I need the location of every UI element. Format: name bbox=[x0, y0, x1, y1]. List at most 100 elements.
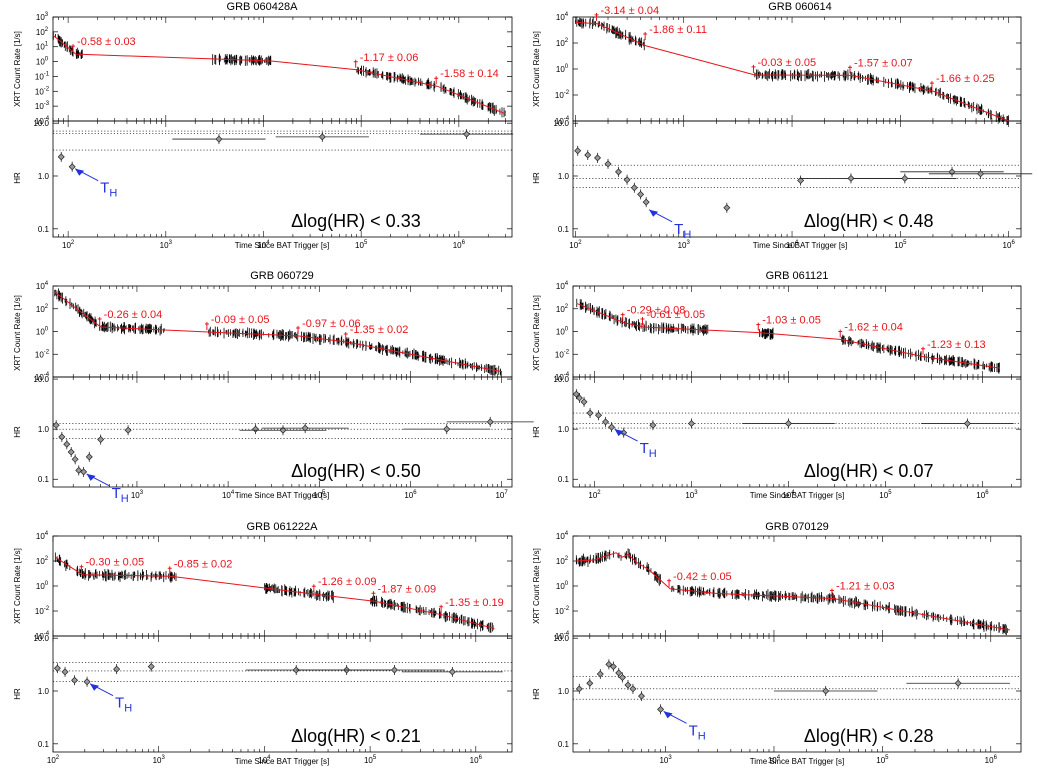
y-axis-label-hr: HR bbox=[532, 426, 541, 438]
hr-point bbox=[586, 409, 594, 417]
y-tick-label: 102 bbox=[556, 556, 569, 566]
hr-point bbox=[586, 679, 594, 687]
y-axis-label-hr: HR bbox=[13, 172, 22, 184]
delta-log-hr-label: Δlog(HR) < 0.07 bbox=[804, 461, 934, 481]
x-axis-label: Time Since BAT Trigger [s] bbox=[235, 241, 330, 250]
y-tick-label: 100 bbox=[556, 581, 569, 591]
x-tick-label: 105 bbox=[894, 240, 907, 250]
hr-point bbox=[657, 705, 665, 713]
hr-point bbox=[615, 168, 623, 176]
th-arrowhead bbox=[86, 473, 96, 481]
model-fit-line bbox=[576, 302, 1000, 369]
panel-title: GRB 070129 bbox=[765, 521, 829, 533]
x-tick-label: 104 bbox=[258, 755, 271, 765]
hr-point bbox=[71, 676, 79, 684]
y-tick-label: 101 bbox=[36, 42, 49, 52]
slope-annotation: -1.66 ± 0.25 bbox=[936, 73, 995, 85]
hr-point bbox=[572, 390, 580, 398]
hr-point bbox=[68, 163, 76, 171]
y-tick-label: 10-4 bbox=[35, 116, 50, 126]
slope-annotation: -1.62 ± 0.04 bbox=[844, 321, 903, 333]
y-tick-label: 10-4 bbox=[35, 631, 50, 641]
model-fit-line bbox=[54, 291, 502, 373]
break-marker bbox=[751, 64, 756, 73]
break-marker bbox=[71, 44, 76, 53]
grb-panel-4: GRB 061121 XRT Count Rate [1/s] HR Time Sin… bbox=[532, 270, 1022, 500]
hr-point bbox=[623, 176, 631, 184]
grb-panel-1: GRB 060428A XRT Count Rate [1/s] HR Time Si… bbox=[13, 1, 514, 250]
hr-point bbox=[80, 468, 88, 476]
hr-y-tick-label: 10.0 bbox=[33, 375, 49, 384]
hr-point bbox=[797, 177, 805, 185]
x-axis-label: Time Since BAT Trigger [s] bbox=[753, 241, 848, 250]
break-marker bbox=[97, 316, 102, 325]
model-fit-line bbox=[52, 34, 506, 115]
break-marker bbox=[829, 588, 834, 597]
slope-annotation: -1.57 ± 0.07 bbox=[854, 57, 913, 69]
slope-annotation: -0.03 ± 0.05 bbox=[757, 57, 816, 69]
hr-y-tick-label: 0.1 bbox=[38, 225, 50, 234]
x-tick-label: 104 bbox=[786, 240, 799, 250]
hr-y-tick-label: 10.0 bbox=[33, 119, 49, 128]
hr-point bbox=[784, 419, 792, 427]
break-marker bbox=[594, 12, 599, 21]
grb-panel-5: GRB 061222A XRT Count Rate [1/s] HR Time Si… bbox=[13, 521, 513, 766]
delta-log-hr-label: Δlog(HR) < 0.48 bbox=[804, 211, 934, 231]
break-marker bbox=[434, 76, 439, 85]
hr-y-tick-label: 1.0 bbox=[38, 687, 50, 696]
hr-y-tick-label: 0.1 bbox=[38, 740, 50, 749]
delta-log-hr-label: Δlog(HR) < 0.33 bbox=[291, 211, 421, 231]
y-tick-label: 102 bbox=[556, 304, 569, 314]
x-axis-label: Time Since BAT Trigger [s] bbox=[750, 757, 845, 766]
slope-annotation: -0.26 ± 0.04 bbox=[104, 309, 163, 321]
x-tick-label: 106 bbox=[470, 755, 483, 765]
y-axis-label-count-rate: XRT Count Rate [1/s] bbox=[13, 31, 22, 107]
y-tick-label: 102 bbox=[556, 38, 569, 48]
x-tick-label: 102 bbox=[62, 240, 75, 250]
break-marker bbox=[929, 81, 934, 90]
y-tick-label: 104 bbox=[36, 281, 49, 291]
hr-point bbox=[124, 426, 132, 434]
x-axis-label: Time Since BAT Trigger [s] bbox=[750, 491, 845, 500]
y-tick-label: 10-4 bbox=[555, 116, 570, 126]
y-tick-label: 10-4 bbox=[555, 631, 570, 641]
y-tick-label: 10-2 bbox=[555, 90, 570, 100]
x-tick-label: 103 bbox=[678, 240, 691, 250]
x-tick-label: 102 bbox=[588, 490, 601, 500]
break-marker bbox=[640, 316, 645, 325]
hr-point bbox=[638, 692, 646, 700]
hr-point bbox=[279, 426, 287, 434]
y-tick-label: 100 bbox=[36, 327, 49, 337]
y-tick-label: 10-2 bbox=[35, 349, 50, 359]
hr-point bbox=[596, 670, 604, 678]
delta-log-hr-label: Δlog(HR) < 0.50 bbox=[291, 461, 421, 481]
x-tick-label: 105 bbox=[364, 755, 377, 765]
slope-annotation: -1.17 ± 0.06 bbox=[360, 52, 419, 64]
hr-y-tick-label: 1.0 bbox=[558, 687, 570, 696]
x-tick-label: 103 bbox=[659, 755, 672, 765]
hr-point bbox=[575, 394, 583, 402]
hr-point bbox=[575, 685, 583, 693]
slope-annotation: -1.21 ± 0.03 bbox=[836, 581, 895, 593]
y-tick-label: 10-2 bbox=[35, 606, 50, 616]
th-label: TH bbox=[640, 440, 657, 460]
grb-panel-3: GRB 060729 XRT Count Rate [1/s] HR Time Sin… bbox=[13, 270, 534, 505]
hr-point bbox=[580, 398, 588, 406]
hr-point bbox=[67, 448, 75, 456]
hr-y-tick-label: 0.1 bbox=[558, 740, 570, 749]
y-tick-label: 10-4 bbox=[35, 372, 50, 382]
hr-point bbox=[292, 666, 300, 674]
x-tick-label: 106 bbox=[976, 490, 989, 500]
panel-title: GRB 061222A bbox=[247, 521, 319, 533]
hr-y-tick-label: 0.1 bbox=[558, 475, 570, 484]
th-arrowhead bbox=[663, 711, 673, 719]
hr-point bbox=[97, 436, 105, 444]
hr-point bbox=[687, 419, 695, 427]
y-tick-label: 100 bbox=[556, 327, 569, 337]
hr-point bbox=[52, 421, 60, 429]
delta-log-hr-label: Δlog(HR) < 0.21 bbox=[291, 726, 421, 746]
y-tick-label: 10-2 bbox=[35, 86, 50, 96]
break-marker bbox=[79, 564, 84, 573]
break-marker bbox=[921, 346, 926, 355]
th-label: TH bbox=[674, 221, 691, 241]
